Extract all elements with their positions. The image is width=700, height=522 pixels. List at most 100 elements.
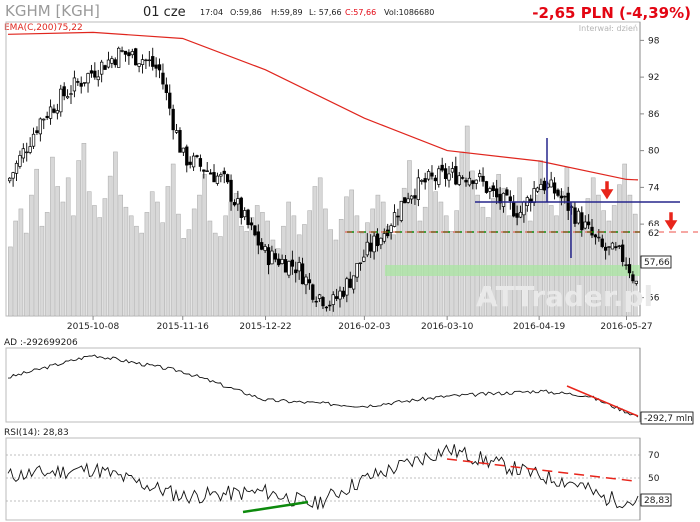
candle-body [464,179,468,183]
candles [8,46,638,312]
ema-line [7,31,639,181]
price-change: -2,65 PLN (-4,39%) [532,4,691,22]
candle-body [522,201,526,216]
candle-body [603,246,608,251]
volume-bar [249,217,255,317]
candle-body [181,147,186,153]
candle-body [375,233,380,247]
candle-body [467,177,472,186]
volume-bar [538,160,543,317]
rsi-last-value: 28,83 [644,496,670,506]
volume-bar [102,198,108,317]
candle-body [345,278,349,296]
candle-body [549,179,553,188]
volume-bar [375,194,381,317]
support-price-label: 62 [648,229,659,239]
candle-body [212,172,216,183]
candle-body [559,195,564,199]
volume-bar [244,231,249,317]
candle-body [331,294,335,305]
volume-bar [407,160,412,317]
candle-body [552,182,557,194]
candle-body [413,195,417,199]
price-tick-label: 80 [648,147,660,157]
volume-bar [18,208,24,317]
ad-panel [5,347,641,423]
rsi-tick-50: 50 [648,474,660,484]
candle-body [273,253,277,260]
candle-body [154,64,158,69]
candle-body [144,59,148,62]
price-tick-label: 86 [648,110,660,120]
volume-bar [475,194,480,317]
candle-body [232,202,237,206]
volume-bar [207,220,213,317]
price-tick-label: 68 [648,220,660,230]
candle-body [48,106,53,119]
candle-body [392,212,397,227]
volume-bar [218,236,223,317]
candle-body [369,242,373,252]
candle-body [321,297,325,307]
volume-bar [107,175,113,317]
volume-bar [76,160,81,317]
candle-body [130,51,134,56]
candle-body [512,202,516,217]
volume-bar [202,174,207,317]
candle-body [294,269,298,274]
ad-trend-line [566,385,639,417]
candle-body [28,146,32,153]
volume-bar [433,191,438,317]
volume-bar [60,201,66,317]
candle-body [386,229,390,237]
open-readout: O:59,86 [230,8,262,17]
candle-body [290,259,295,267]
candle-body [539,184,543,190]
candle-body [191,155,196,168]
candle-body [208,172,213,175]
volume-bar [380,201,386,317]
volume-bar [176,213,181,317]
candle-body [157,64,162,71]
candle-body [495,188,499,198]
price-tick-label: 74 [648,183,660,193]
candle-body [59,88,63,113]
candle-body [178,130,182,153]
candle-body [372,235,376,253]
candle-body [627,264,632,274]
candle-body [358,262,363,264]
volume-bar [312,186,318,317]
candle-body [161,72,165,85]
volume-bar [323,208,328,317]
candle-body [379,237,383,246]
volume-bar [13,220,18,317]
volume-bar [23,232,29,317]
volume-bar [517,177,522,317]
volume-bar [454,210,459,317]
low-readout: L: 57,66 [309,8,342,17]
candle-body [99,61,104,75]
candle-body [437,168,441,185]
close-readout: C:57,66 [345,8,376,17]
candle-body [556,189,560,196]
candle-body [215,175,220,184]
volume-bar [370,208,375,317]
candle-body [328,304,332,307]
volume-bar [317,177,323,317]
candle-body [443,168,448,179]
volume-bar [260,212,265,317]
candle-body [103,65,107,70]
candle-body [297,262,301,272]
candle-body [79,82,83,87]
candle-body [113,59,117,66]
ad-last-value: -292,7 mln [644,414,693,424]
volume-bar [144,212,150,317]
volume-bar [496,174,501,317]
candle-body [174,130,179,133]
candle-body [11,172,15,179]
rsi-label: RSI(14): 28,83 [4,428,69,438]
candle-body [396,215,400,218]
rsi-path [7,444,639,510]
high-readout: H:59,89 [271,8,303,17]
volume-bar [34,168,39,317]
